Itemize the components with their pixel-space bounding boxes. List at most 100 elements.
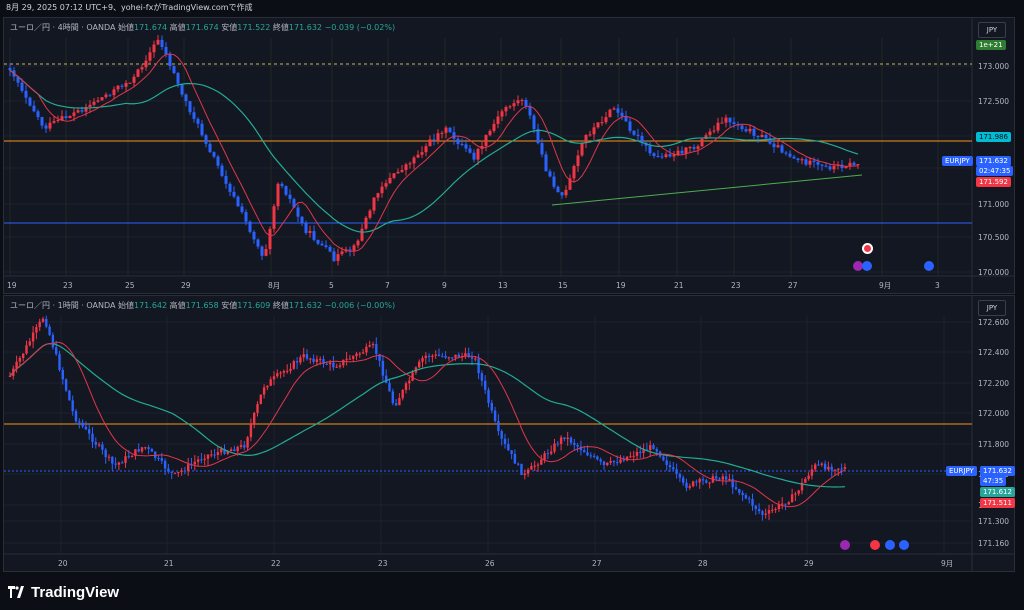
candle xyxy=(216,156,220,166)
candle xyxy=(200,123,204,136)
date-tick: 5 xyxy=(329,281,334,290)
legend-close: 171.632 xyxy=(288,301,323,310)
candle xyxy=(800,482,804,491)
candle xyxy=(792,156,796,159)
candle xyxy=(840,468,843,470)
legend-symbol: ユーロ／円 · 4時間 · OANDA xyxy=(10,23,116,32)
candle xyxy=(256,239,260,247)
candle xyxy=(434,354,437,356)
candle xyxy=(468,148,472,153)
candle xyxy=(64,379,68,391)
event-flag-icon[interactable] xyxy=(885,540,895,550)
tradingview-logo[interactable]: TradingView xyxy=(8,584,119,601)
candle xyxy=(436,133,440,141)
candle xyxy=(808,160,812,165)
candle xyxy=(213,454,216,456)
candle xyxy=(364,217,368,229)
date-tick: 29 xyxy=(181,281,191,290)
event-flag-icon-2[interactable] xyxy=(899,540,909,550)
chart-1h-canvas[interactable]: 172.600 172.400 172.200 172.000 171.800 171.6… xyxy=(4,296,1014,571)
moving-average-slow xyxy=(9,342,845,488)
candle xyxy=(84,426,88,430)
tag-countdown: 47:35 xyxy=(980,476,1007,486)
candle xyxy=(452,132,456,139)
candle xyxy=(136,69,140,77)
candle xyxy=(632,130,636,135)
legend-high-label: 高値 xyxy=(169,23,186,32)
chart-1h[interactable]: 172.600 172.400 172.200 172.000 171.800 171.6… xyxy=(3,295,1015,572)
candle xyxy=(692,147,696,149)
candle xyxy=(272,376,276,380)
candle xyxy=(324,245,328,248)
candle xyxy=(150,448,154,452)
candle xyxy=(61,369,64,380)
candle xyxy=(134,449,137,456)
candle xyxy=(526,469,530,474)
currency-button[interactable]: JPY xyxy=(978,22,1006,38)
lightning-icon[interactable] xyxy=(853,261,863,271)
legend-open: 171.642 xyxy=(134,301,168,310)
lightning-icon[interactable] xyxy=(840,540,850,550)
candle xyxy=(432,139,436,141)
candle xyxy=(120,85,124,87)
candle xyxy=(427,355,431,358)
candle xyxy=(540,459,543,465)
candle xyxy=(800,159,804,161)
candle xyxy=(510,450,513,454)
candle xyxy=(676,150,680,155)
candle xyxy=(276,183,280,207)
candle xyxy=(424,146,428,153)
candle xyxy=(624,116,628,122)
candle xyxy=(28,341,31,346)
candle xyxy=(140,447,144,452)
candle xyxy=(852,162,856,166)
candle xyxy=(36,111,40,118)
candle xyxy=(563,437,566,439)
candle xyxy=(16,76,20,83)
currency-button[interactable]: JPY xyxy=(978,300,1006,316)
candle xyxy=(368,345,371,347)
candle xyxy=(416,154,420,158)
candle xyxy=(279,372,282,374)
candle xyxy=(524,99,528,107)
candle xyxy=(754,505,757,509)
candle xyxy=(88,104,92,108)
candle xyxy=(210,454,213,456)
chart-4h[interactable]: 173.000172.500172.000171.500171.000170.5… xyxy=(3,17,1015,294)
event-flag-icon[interactable] xyxy=(862,261,872,271)
tag-countdown: 02:47:35 xyxy=(976,166,1014,176)
candle xyxy=(760,134,764,138)
date-tick: 28 xyxy=(698,559,708,568)
event-icon[interactable] xyxy=(862,243,873,254)
candle xyxy=(56,120,60,122)
legend-close-label: 終値 xyxy=(272,301,289,310)
candle xyxy=(206,454,210,459)
symbol-tag: EURJPY xyxy=(946,466,977,476)
candle xyxy=(748,498,751,500)
candle xyxy=(777,504,781,510)
tag-ma1: 171.612 xyxy=(980,487,1015,497)
candle xyxy=(147,447,150,449)
candle xyxy=(312,231,316,240)
event-flag-icon-2[interactable] xyxy=(924,261,934,271)
candle xyxy=(41,318,45,322)
candle xyxy=(776,145,780,148)
candle xyxy=(173,472,177,474)
candle xyxy=(556,443,559,445)
candle xyxy=(464,353,467,356)
candle xyxy=(716,122,720,131)
candle xyxy=(20,82,24,91)
candle xyxy=(487,389,490,403)
candle xyxy=(8,375,12,377)
candle xyxy=(220,449,223,453)
candle xyxy=(474,358,477,360)
candle xyxy=(328,247,332,252)
candle xyxy=(816,161,820,165)
event-icon[interactable] xyxy=(870,540,880,550)
candle xyxy=(308,231,312,233)
candle xyxy=(260,246,264,256)
candle xyxy=(606,462,609,466)
candle xyxy=(586,452,589,456)
candle xyxy=(193,461,196,465)
candle xyxy=(732,122,736,125)
